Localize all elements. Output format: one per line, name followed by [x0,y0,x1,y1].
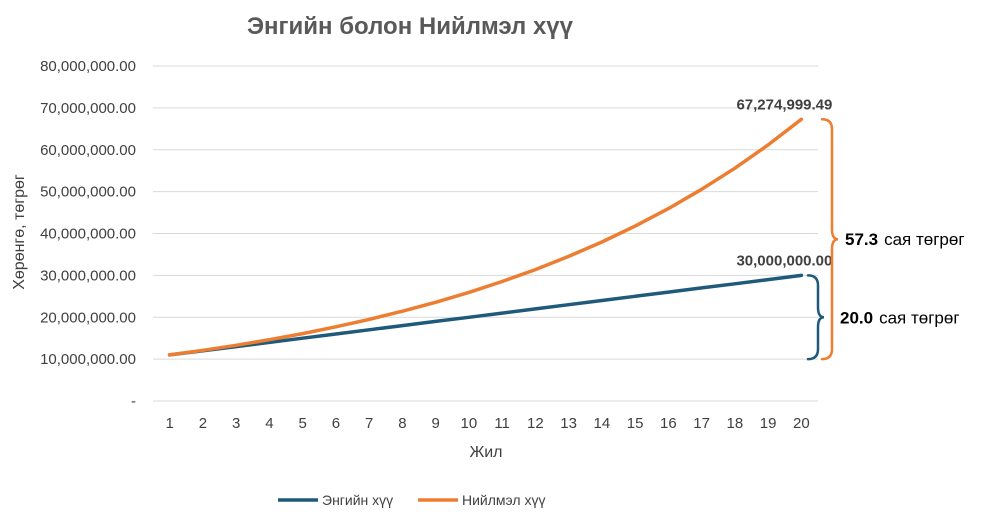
x-tick-label: 20 [793,415,810,432]
y-tick-label: 40,000,000.00 [40,226,136,243]
x-tick-label: 5 [298,415,306,432]
series-lines [167,117,804,357]
difference-value: 20.0 [840,308,873,327]
y-axis-label: Хөрөнгө, төгрөг [11,174,28,290]
difference-bracket-1 [820,118,839,361]
difference-unit: сая төгрөг [884,230,964,249]
end-value-label-2: 67,274,999.49 [736,96,832,113]
end-value-label-1: 30,000,000.00 [736,252,832,269]
x-tick-label: 9 [431,415,439,432]
chart-title: Энгийн болон Нийлмэл хүү [247,13,574,40]
difference-bracket-2 [806,274,825,361]
legend-label: Нийлмэл хүү [462,492,545,508]
x-tick-label: 15 [627,415,644,432]
y-tick-label: 20,000,000.00 [40,309,136,326]
x-tick-label: 11 [494,415,510,432]
x-tick-label: 14 [594,415,611,432]
x-tick-label: 1 [165,415,173,432]
y-tick-label: 30,000,000.00 [40,267,136,284]
difference-label-1: 57.3 сая төгрөг [845,230,965,249]
x-tick-label: 2 [199,415,207,432]
x-axis-ticks: 1 2 3 4 5 6 7 8 9 10 11 12 13 14 15 16 17 18 19 20 [165,415,809,432]
legend-label: Энгийн хүү [322,492,393,508]
difference-value: 57.3 [845,230,878,249]
x-tick-label: 12 [527,415,544,432]
x-tick-label: 18 [727,415,744,432]
series-line-1 [167,273,804,357]
x-tick-label: 17 [693,415,710,432]
data-labels: 30,000,000.00 67,274,999.49 [736,96,832,269]
x-tick-label: 19 [760,415,777,432]
gridlines [153,65,818,402]
y-axis-ticks: - 10,000,000.00 20,000,000.00 30,000,000.00… [40,58,136,410]
legend-item-2: Нийлмэл хүү [418,492,545,508]
y-tick-label: 50,000,000.00 [40,184,136,201]
y-tick-label: 10,000,000.00 [40,351,136,368]
x-tick-label: 16 [660,415,677,432]
legend-item-1: Энгийн хүү [278,492,393,508]
series-line-2 [167,117,804,357]
y-tick-label: 60,000,000.00 [40,142,136,159]
legend: Энгийн хүү Нийлмэл хүү [278,492,545,508]
difference-unit: сая төгрөг [879,308,959,327]
y-tick-label: 80,000,000.00 [40,58,136,75]
x-tick-label: 4 [265,415,273,432]
y-tick-label: 70,000,000.00 [40,100,136,117]
x-tick-label: 10 [461,415,478,432]
x-axis-label: Жил [469,444,502,461]
difference-brackets: 57.3 сая төгрөг 20.0 сая төгрөг [806,118,965,361]
x-tick-label: 8 [398,415,406,432]
y-tick-label: - [131,393,136,410]
x-tick-label: 6 [332,415,340,432]
x-tick-label: 13 [560,415,577,432]
x-tick-label: 3 [232,415,240,432]
difference-label-2: 20.0 сая төгрөг [840,308,960,327]
x-tick-label: 7 [365,415,373,432]
